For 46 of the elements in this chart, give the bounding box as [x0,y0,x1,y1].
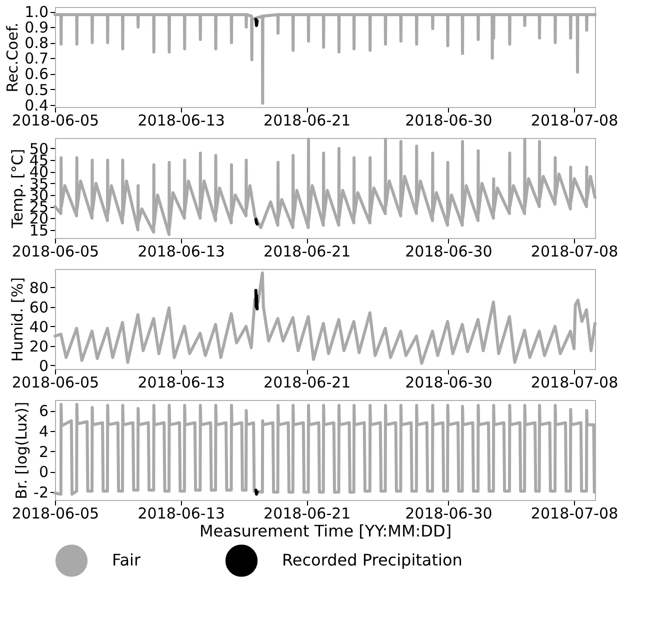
y-axis-title: Br. [log(Lux)] [12,402,31,500]
x-tick-label: 2018-06-13 [138,112,225,130]
y-axis-title: Rec.Coef. [4,22,22,92]
y-tick-label: -2 [34,484,48,502]
x-tick-label: 2018-07-08 [530,504,618,522]
x-tick-label: 2018-07-08 [530,112,618,130]
y-tick-label: 60 [29,298,48,316]
x-tick-label: 2018-06-21 [264,504,351,522]
x-tick-label: 2018-06-05 [12,242,100,260]
legend-label: Fair [112,550,141,570]
y-tick-label: 1.0 [24,3,48,22]
x-tick-label: 2018-07-08 [530,374,618,392]
y-tick-label: 0.9 [24,18,48,37]
x-tick-label: 2018-06-21 [264,242,351,260]
y-tick-label: 0 [38,463,48,482]
x-tick-label: 2018-06-30 [405,374,492,392]
x-tick-label: 2018-06-21 [264,374,351,392]
x-axis-title: Measurement Time [YY:MM:DD] [199,522,452,540]
y-tick-label: 2 [38,442,48,461]
line-series [254,288,259,310]
y-tick-label: 0.5 [24,80,48,99]
y-axis-title: Temp. [°C] [8,148,26,230]
x-tick-label: 2018-06-30 [405,112,492,130]
x-tick-label: 2018-06-13 [138,242,225,260]
line-series [54,138,596,236]
x-tick-label: 2018-06-05 [12,504,100,522]
x-tick-label: 2018-06-13 [138,504,225,522]
legend-label: Recorded Precipitation [282,550,462,570]
y-tick-label: 0.4 [24,96,48,114]
y-tick-label: 4 [38,422,48,440]
y-tick-label: 20 [29,337,48,356]
y-tick-label: 0.6 [24,65,48,84]
x-tick-label: 2018-06-30 [405,242,492,260]
y-axis-title: Humid. [%] [8,277,26,362]
x-tick-label: 2018-06-05 [12,112,100,130]
x-tick-label: 2018-06-30 [405,504,492,522]
y-tick-label: 0.8 [24,34,48,52]
x-tick-label: 2018-06-13 [138,374,225,392]
x-tick-label: 2018-06-05 [12,374,100,392]
y-tick-label: 0.7 [24,50,48,68]
x-tick-label: 2018-06-21 [264,112,351,130]
y-tick-label: 40 [29,318,48,336]
y-tick-label: 0 [38,356,48,375]
y-tick-label: 6 [38,402,48,420]
x-tick-label: 2018-07-08 [530,242,618,260]
y-tick-label: 80 [29,278,48,297]
